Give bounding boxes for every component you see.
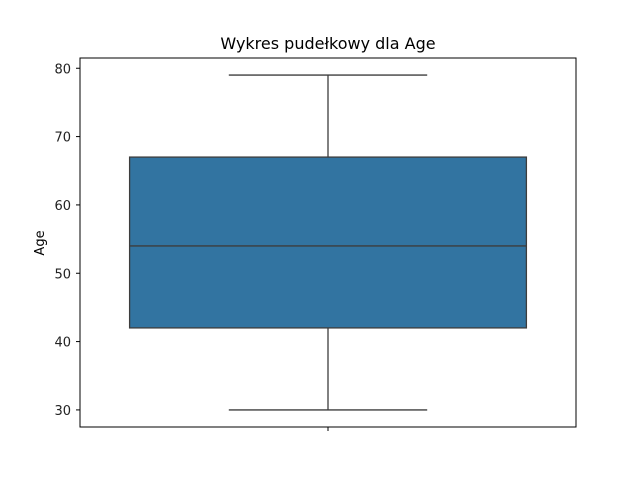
y-tick-label: 50 [54,267,71,282]
y-axis-label: Age [33,230,48,255]
y-tick-label: 60 [54,199,71,214]
y-tick-label: 40 [54,336,71,351]
y-tick-label: 80 [54,62,71,77]
plot-area: 30 40 50 60 70 80 [54,57,577,431]
chart-title: Wykres pudełkowy dla Age [220,34,435,53]
y-tick-label: 70 [54,131,71,146]
y-tick-label: 30 [54,404,71,419]
iqr-box [128,156,528,329]
